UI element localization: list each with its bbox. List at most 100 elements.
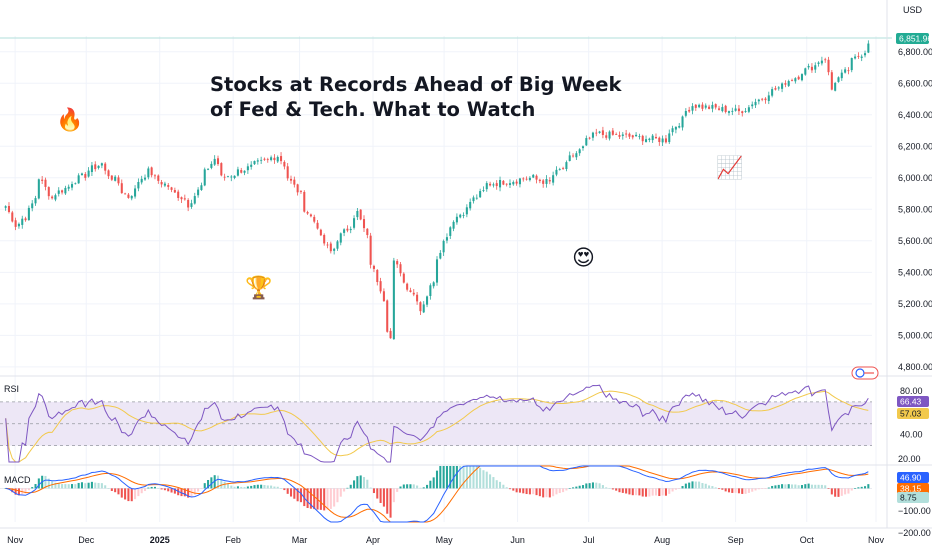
macd-histogram-bar <box>270 485 273 489</box>
macd-histogram-bar <box>382 488 385 507</box>
candle-body <box>558 169 561 170</box>
macd-value-badge <box>897 472 929 483</box>
candle-body <box>721 107 724 112</box>
candle-body <box>289 178 293 181</box>
macd-histogram-bar <box>17 488 20 496</box>
macd-histogram-bar <box>512 488 515 491</box>
macd-histogram-bar <box>57 483 60 489</box>
candle-body <box>595 132 598 134</box>
candle-body <box>97 165 100 168</box>
macd-histogram-bar <box>618 488 621 493</box>
candle-body <box>787 81 790 86</box>
macd-tick-label: −100.00 <box>898 506 931 516</box>
macd-histogram-bar <box>790 484 794 489</box>
macd-histogram-bar <box>319 488 322 510</box>
macd-histogram-bar <box>44 475 47 489</box>
candle-body <box>110 175 113 180</box>
macd-histogram-bar <box>353 480 356 489</box>
rsi-value-badge <box>897 396 929 407</box>
macd-histogram-bar <box>346 487 349 489</box>
candle-body <box>41 179 44 181</box>
macd-histogram-bar <box>814 484 817 489</box>
price-tick-label: 5,400.00 <box>898 267 932 277</box>
macd-histogram-bar <box>173 488 176 494</box>
macd-histogram-bar <box>674 488 677 490</box>
macd-histogram-bar <box>505 487 508 489</box>
macd-histogram-bar <box>386 488 389 514</box>
candle-body <box>200 185 203 191</box>
candle-body <box>409 290 412 293</box>
macd-tick-label: 20.00 <box>898 454 921 464</box>
candle-body <box>64 187 67 194</box>
candle-body <box>830 72 833 90</box>
macd-histogram-bar <box>701 483 704 489</box>
macd-histogram-bar <box>389 488 392 518</box>
macd-histogram-bar <box>863 486 867 489</box>
macd-histogram-bar <box>757 488 760 490</box>
candle-body <box>439 252 442 259</box>
rsi-value-label: 66.43 <box>900 397 922 407</box>
candle-body <box>814 65 817 70</box>
candle-body <box>70 184 74 188</box>
macd-histogram-bar <box>711 486 714 489</box>
macd-histogram-bar <box>850 488 853 491</box>
time-tick-label: Feb <box>225 535 241 545</box>
axes <box>0 0 932 529</box>
macd-histogram-bar <box>810 484 813 489</box>
macd-histogram-bar <box>213 475 216 489</box>
macd-histogram-bar <box>661 488 664 496</box>
candle-body <box>180 197 183 200</box>
macd-histogram-bar <box>645 488 648 497</box>
macd-histogram-bar <box>299 488 302 503</box>
candle-body <box>781 83 784 89</box>
macd-histogram-bar <box>572 487 575 489</box>
candle-body <box>130 196 133 199</box>
macd-histogram-bar <box>807 483 810 489</box>
macd-histogram-bar <box>724 488 727 492</box>
macd-histogram-bar <box>64 484 67 489</box>
macd-histogram-bar <box>734 488 737 493</box>
macd-histogram-bar <box>479 467 482 489</box>
macd-histogram-bar <box>190 488 193 498</box>
macd-histogram-bar <box>794 484 797 489</box>
macd-histogram-bar <box>329 488 332 509</box>
candle-body <box>708 106 711 109</box>
macd-histogram-bar <box>651 488 654 496</box>
headline: Stocks at Records Ahead of Big Week of F… <box>210 72 621 122</box>
macd-histogram-bar <box>605 487 608 489</box>
macd-histogram-bar <box>804 484 807 489</box>
candle-body <box>618 135 621 137</box>
macd-histogram-bar <box>698 481 701 489</box>
candle-body <box>4 206 7 208</box>
macd-histogram-bar <box>439 466 442 489</box>
candle-body <box>678 126 681 128</box>
candle-body <box>555 169 558 175</box>
candle-body <box>658 137 661 142</box>
macd-histogram-bar <box>80 482 84 489</box>
fire-icon: 🔥 <box>56 108 84 133</box>
macd-histogram-bar <box>611 488 614 490</box>
macd-histogram-bar <box>432 477 435 489</box>
macd-histogram-bar <box>200 488 203 489</box>
macd-histogram-bar <box>718 488 721 490</box>
rsi-lines <box>5 384 869 463</box>
macd-histogram-bar <box>781 484 784 489</box>
candle-body <box>522 178 525 180</box>
candle-body <box>731 110 734 112</box>
macd-histogram-bar <box>581 485 585 489</box>
candle-body <box>90 165 93 173</box>
signal-line <box>5 465 869 523</box>
candle-body <box>167 185 170 187</box>
time-tick-label: Aug <box>654 535 670 545</box>
rsi-tick-label: 40.00 <box>900 430 923 440</box>
candle-body <box>326 244 329 246</box>
macd-histogram-bar <box>555 488 558 495</box>
candle-body <box>31 203 34 209</box>
candle-body <box>711 104 714 109</box>
macd-histogram-bar <box>761 488 764 489</box>
macd-histogram-bar <box>528 488 531 495</box>
rsi-line <box>5 384 869 463</box>
candle-body <box>608 131 611 139</box>
candle-body <box>538 179 541 182</box>
candle-body <box>117 177 120 184</box>
